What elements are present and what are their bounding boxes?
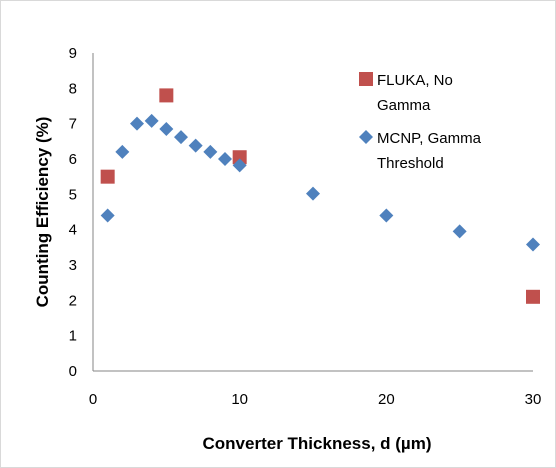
y-tick-label: 2	[69, 292, 77, 309]
legend-entry-label: FLUKA, No	[377, 72, 453, 89]
mcnp-point	[188, 138, 203, 153]
mcnp-point	[203, 144, 218, 159]
legend-square-icon	[359, 72, 373, 86]
y-tick-label: 5	[69, 186, 77, 203]
mcnp-point	[379, 208, 394, 223]
legend-entry-label: Gamma	[377, 97, 431, 114]
mcnp-point	[174, 130, 188, 145]
mcnp-point	[115, 144, 130, 159]
legend-entry-label: Threshold	[377, 155, 444, 172]
fluka-point	[159, 88, 174, 103]
y-tick-label: 8	[69, 80, 77, 97]
fluka-point	[100, 169, 115, 184]
mcnp-point	[306, 186, 320, 201]
mcnp-point	[232, 158, 247, 173]
y-tick-label: 9	[69, 45, 77, 62]
mcnp-point	[159, 121, 174, 136]
x-tick-label: 30	[525, 391, 542, 408]
mcnp-point	[130, 116, 144, 131]
y-tick-label: 4	[69, 222, 77, 239]
axes	[92, 53, 533, 372]
y-tick-label: 0	[69, 363, 77, 380]
mcnp-point	[100, 208, 115, 223]
mcnp-point	[218, 152, 232, 166]
mcnp-point	[526, 237, 540, 252]
x-tick-label: 10	[231, 391, 248, 408]
y-tick-label: 6	[69, 151, 77, 168]
legend-diamond-icon	[359, 130, 373, 144]
x-axis-title: Converter Thickness, d (µm)	[203, 434, 432, 453]
mcnp-point	[452, 224, 467, 239]
x-tick-label: 20	[378, 391, 395, 408]
y-tick-label: 3	[69, 257, 77, 274]
fluka-point	[232, 150, 247, 165]
fluka-point	[526, 289, 540, 304]
y-axis-title: Counting Efficiency (%)	[33, 117, 52, 308]
mcnp-point	[144, 113, 159, 128]
legend-entry-label: MCNP, Gamma	[377, 130, 482, 147]
data-points	[100, 88, 540, 304]
x-tick-label: 0	[89, 391, 97, 408]
legend: FLUKA, No Gamma MCNP, Gamma Threshold	[359, 72, 482, 172]
y-tick-label: 7	[69, 116, 77, 133]
tick-labels: 0 1 2 3 4 5 6 7 8 9 0 10 20 30	[69, 45, 542, 408]
y-tick-label: 1	[69, 328, 77, 345]
